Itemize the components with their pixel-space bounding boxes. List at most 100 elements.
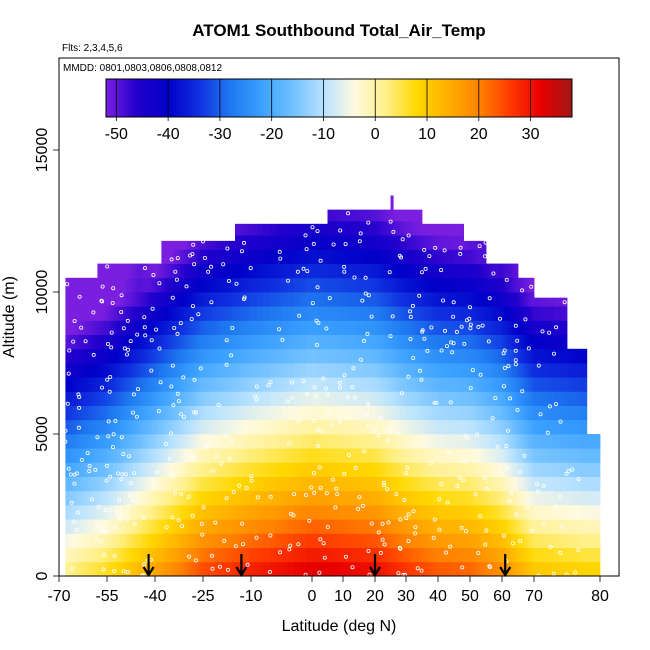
heatmap-cell	[167, 263, 172, 279]
heatmap-cell	[228, 462, 233, 477]
heatmap-cell	[409, 235, 413, 250]
heatmap-cell	[402, 221, 407, 236]
observation-point	[460, 565, 465, 570]
heatmap-cell	[508, 391, 512, 406]
heatmap-cell	[190, 249, 194, 264]
heatmap-cell	[553, 334, 561, 350]
heatmap-cell	[183, 334, 188, 350]
heatmap-cell	[418, 448, 423, 463]
heatmap-cell	[362, 377, 366, 392]
heatmap-cell	[247, 505, 252, 520]
heatmap-cell	[470, 490, 474, 506]
colorbar-swatch	[250, 79, 255, 117]
colorbar-swatch	[170, 79, 174, 117]
observation-point	[210, 468, 215, 473]
heatmap-cell	[381, 490, 385, 506]
heatmap-cell	[203, 533, 207, 548]
heatmap-cell	[228, 306, 233, 321]
heatmap-cell	[466, 292, 471, 307]
heatmap-cell	[428, 462, 432, 477]
heatmap-cell	[68, 519, 73, 534]
heatmap-cell	[444, 235, 448, 250]
heatmap-cell	[161, 419, 165, 435]
heatmap-cell	[263, 434, 270, 449]
heatmap-cell	[352, 505, 357, 520]
observation-point	[542, 521, 547, 526]
colorbar-tick-label: -40	[157, 126, 180, 143]
observation-point	[351, 366, 356, 371]
observation-point	[142, 266, 147, 271]
heatmap-cell	[103, 419, 108, 435]
heatmap-cell	[384, 490, 388, 506]
observation-point	[156, 409, 161, 414]
heatmap-cell	[305, 434, 313, 449]
heatmap-cell	[466, 505, 471, 520]
heatmap-cell	[463, 519, 468, 534]
heatmap-cell	[457, 306, 461, 321]
heatmap-cell	[381, 306, 385, 321]
colorbar-swatch	[155, 79, 159, 117]
heatmap-cell	[460, 434, 464, 449]
heatmap-cell	[540, 377, 548, 392]
heatmap-cell	[321, 505, 325, 520]
heatmap-cell	[87, 434, 92, 449]
heatmap-cell	[530, 561, 535, 577]
heatmap-cell	[287, 448, 295, 463]
heatmap-cell	[287, 533, 295, 548]
heatmap-cell	[415, 363, 420, 378]
heatmap-cell	[349, 448, 353, 463]
heatmap-cell	[305, 519, 313, 534]
colorbar-swatch	[168, 79, 172, 117]
heatmap-cell	[336, 377, 341, 392]
flights-label: Flts: 2,3,4,5,6	[62, 43, 123, 54]
heatmap-cell	[450, 476, 455, 492]
heatmap-cell	[482, 320, 487, 335]
heatmap-cell	[387, 490, 391, 506]
heatmap-cell	[209, 419, 213, 435]
observation-point	[267, 569, 272, 574]
heatmap-cell	[287, 462, 295, 477]
heatmap-cell	[235, 348, 239, 364]
heatmap-cell	[476, 419, 480, 435]
heatmap-cell	[206, 533, 210, 548]
colorbar-swatch	[398, 79, 402, 117]
heatmap-cell	[580, 547, 588, 563]
heatmap-cell	[65, 363, 69, 378]
heatmap-cell	[402, 434, 407, 449]
observation-point	[76, 425, 81, 430]
heatmap-cell	[235, 306, 239, 321]
observation-point	[406, 233, 411, 238]
heatmap-cell	[418, 235, 423, 250]
heatmap-cell	[495, 434, 500, 449]
heatmap-cell	[518, 334, 522, 350]
heatmap-cell	[362, 405, 366, 421]
heatmap-cell	[129, 306, 133, 321]
heatmap-cell	[425, 334, 429, 350]
heatmap-cell	[293, 490, 301, 506]
heatmap-cell	[362, 320, 366, 335]
heatmap-cell	[177, 462, 181, 477]
heatmap-cell	[212, 249, 217, 264]
heatmap-cell	[402, 320, 407, 335]
heatmap-cell	[336, 363, 341, 378]
heatmap-cell	[238, 249, 242, 264]
heatmap-cell	[333, 434, 338, 449]
heatmap-cell	[151, 306, 156, 321]
heatmap-cell	[521, 292, 525, 307]
heatmap-cell	[415, 448, 420, 463]
heatmap-cell	[318, 561, 322, 577]
heatmap-cell	[151, 547, 156, 563]
observation-point	[240, 542, 245, 547]
observation-point	[330, 477, 335, 482]
heatmap-cell	[473, 391, 477, 406]
observation-point	[244, 486, 249, 491]
heatmap-cell	[177, 419, 181, 435]
observation-point	[365, 331, 370, 336]
heatmap-cell	[158, 306, 162, 321]
heatmap-cell	[365, 377, 369, 392]
heatmap-cell	[87, 391, 92, 406]
heatmap-cell	[330, 277, 335, 293]
heatmap-cell	[508, 533, 512, 548]
heatmap-cell	[327, 348, 331, 364]
heatmap-cell	[199, 377, 204, 392]
